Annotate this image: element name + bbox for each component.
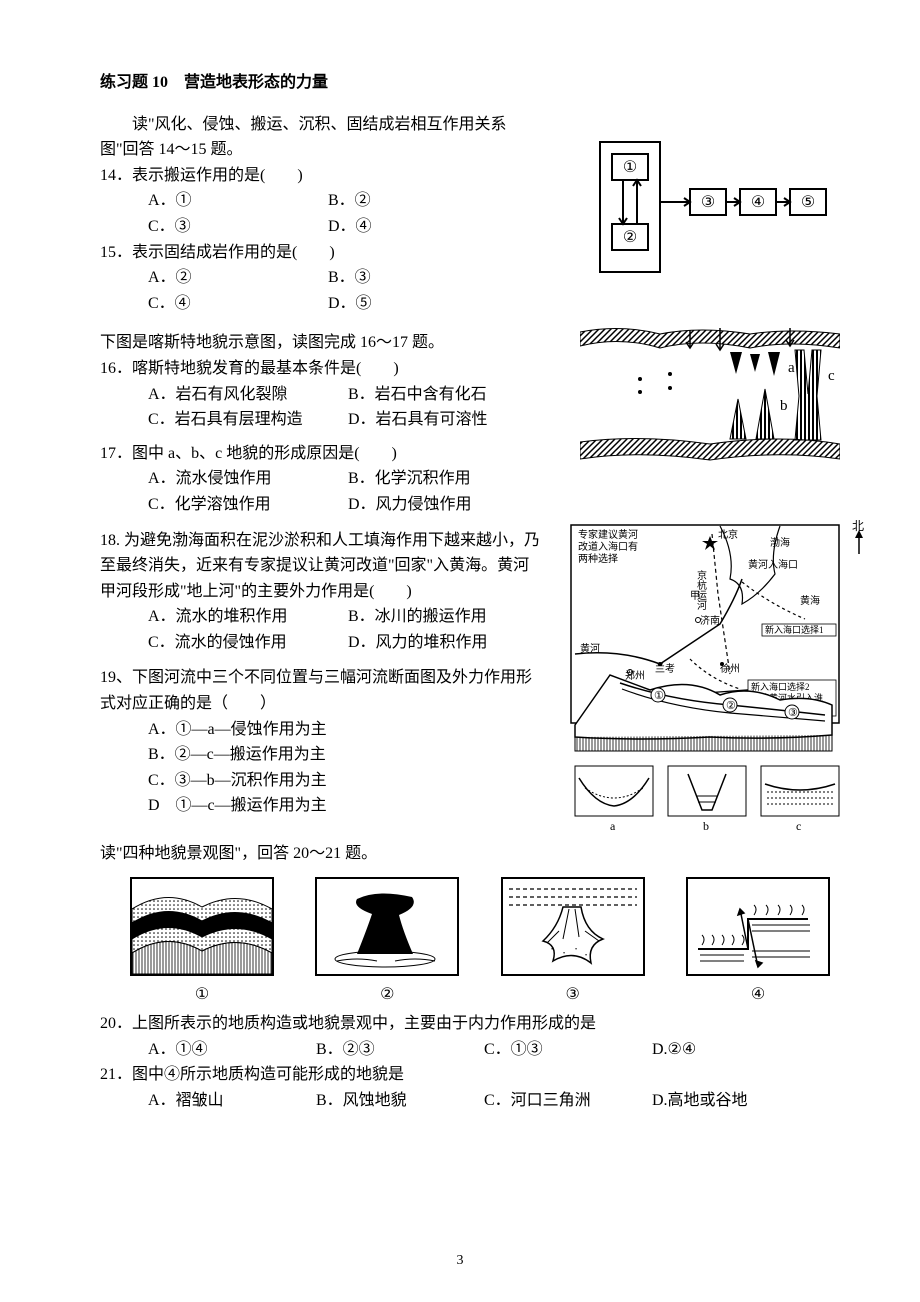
q14-C: C．③ <box>148 214 328 240</box>
q19-A: A．①—a—侵蚀作用为主 <box>148 717 540 743</box>
diagram-1: ① ② ③ ④ ⑤ <box>590 132 830 292</box>
q20-A: A．①④ <box>148 1037 316 1063</box>
q14-B: B．② <box>328 188 371 214</box>
q16-A: A．岩石有风化裂隙 <box>148 382 348 408</box>
svg-text:③: ③ <box>788 707 798 719</box>
svg-text:改道入海口有: 改道入海口有 <box>578 540 638 553</box>
q18-C: C．流水的侵蚀作用 <box>148 630 348 656</box>
landform-3: • • • • <box>501 877 645 976</box>
intro-20-21: 读"四种地貌景观图"，回答 20～21 题。 <box>100 841 820 867</box>
svg-text:a: a <box>610 819 616 831</box>
svg-text:北京: 北京 <box>718 528 738 541</box>
q15-D: D．⑤ <box>328 291 372 317</box>
d1-3: ③ <box>701 194 715 211</box>
svg-text:c: c <box>796 819 801 831</box>
q20-B: B．②③ <box>316 1037 484 1063</box>
q15-C: C．④ <box>148 291 328 317</box>
landform-4 <box>686 877 830 976</box>
q18-stem: 18. 为避免渤海面积在泥沙淤积和人工填海作用下越来越小，乃至最终消失，近来有专… <box>100 528 540 605</box>
svg-text:•: • <box>575 947 577 953</box>
svg-text:b: b <box>703 819 709 831</box>
intro-14-15: 读"风化、侵蚀、搬运、沉积、固结成岩相互作用关系图"回答 14～15 题。 <box>100 112 540 163</box>
karst-figure: a b c <box>580 324 840 474</box>
q21-A: A．褶皱山 <box>148 1088 316 1114</box>
d1-1: ① <box>623 159 637 176</box>
svg-text:新入海口选择1: 新入海口选择1 <box>765 624 824 635</box>
q18-B: B．冰川的搬运作用 <box>348 604 487 630</box>
svg-text:两种选择: 两种选择 <box>578 552 618 565</box>
svg-text:②: ② <box>726 700 736 712</box>
karst-a: a <box>788 360 795 376</box>
q16-B: B．岩石中含有化石 <box>348 382 487 408</box>
karst-c: c <box>828 368 835 384</box>
svg-text:北: 北 <box>852 519 864 533</box>
svg-text:•: • <box>563 951 565 957</box>
q14-D: D．④ <box>328 214 372 240</box>
svg-text:黄海: 黄海 <box>800 594 820 607</box>
q21-D: D.高地或谷地 <box>652 1088 820 1114</box>
landform-row: ① ② • • • • <box>130 877 830 1008</box>
lf2-label: ② <box>315 982 459 1008</box>
landform-1 <box>130 877 274 976</box>
q17-B: B．化学沉积作用 <box>348 466 471 492</box>
d1-5: ⑤ <box>801 194 815 211</box>
svg-text:京杭运河: 京杭运河 <box>695 568 707 609</box>
q14-stem: 14．表示搬运作用的是( ) <box>100 163 540 189</box>
q17-D: D．风力侵蚀作用 <box>348 492 472 518</box>
d1-2: ② <box>623 229 637 246</box>
svg-text:黄河: 黄河 <box>580 642 600 655</box>
d1-4: ④ <box>751 194 765 211</box>
q15-B: B．③ <box>328 265 371 291</box>
intro-16-17: 下图是喀斯特地貌示意图，读图完成 16～17 题。 <box>100 330 540 356</box>
svg-text:黄河入海口: 黄河入海口 <box>748 558 798 571</box>
svg-text:专家建议黄河: 专家建议黄河 <box>578 528 638 541</box>
svg-text:①: ① <box>654 690 664 702</box>
q17-stem: 17．图中 a、b、c 地貌的形成原因是( ) <box>100 441 540 467</box>
q19-D: D ①—c—搬运作用为主 <box>148 793 540 819</box>
q19-C: C．③—b—沉积作用为主 <box>148 768 540 794</box>
q21-stem: 21．图中④所示地质构造可能形成的地貌是 <box>100 1062 820 1088</box>
q20-C: C．①③ <box>484 1037 652 1063</box>
svg-text:渤海: 渤海 <box>770 536 790 549</box>
page-title: 练习题 10 营造地表形态的力量 <box>100 70 820 96</box>
lf4-label: ④ <box>686 982 830 1008</box>
q18-D: D．风力的堆积作用 <box>348 630 488 656</box>
landform-2 <box>315 877 459 976</box>
q20-stem: 20．上图所表示的地质构造或地貌景观中，主要由于内力作用形成的是 <box>100 1011 820 1037</box>
page-number: 3 <box>457 1250 464 1272</box>
q17-C: C．化学溶蚀作用 <box>148 492 348 518</box>
q21-C: C．河口三角洲 <box>484 1088 652 1114</box>
lf3-label: ③ <box>501 982 645 1008</box>
q19-stem: 19、下图河流中三个不同位置与三幅河流断面图及外力作用形式对应正确的是（ ） <box>100 665 540 716</box>
q20-D: D.②④ <box>652 1037 820 1063</box>
q15-A: A．② <box>148 265 328 291</box>
karst-b: b <box>780 398 788 414</box>
svg-text:济南: 济南 <box>700 614 720 627</box>
lf1-label: ① <box>130 982 274 1008</box>
svg-text:•: • <box>551 947 553 953</box>
q15-stem: 15．表示固结成岩作用的是( ) <box>100 240 540 266</box>
q18-A: A．流水的堆积作用 <box>148 604 348 630</box>
q19-B: B．②—c—搬运作用为主 <box>148 742 540 768</box>
q16-stem: 16．喀斯特地貌发育的最基本条件是( ) <box>100 356 540 382</box>
q16-C: C．岩石具有层理构造 <box>148 407 348 433</box>
svg-text:甲: 甲 <box>690 591 700 602</box>
svg-text:•: • <box>585 953 587 959</box>
river-figure: ① ② ③ a b <box>570 665 840 831</box>
q21-B: B．风蚀地貌 <box>316 1088 484 1114</box>
q16-D: D．岩石具有可溶性 <box>348 407 488 433</box>
q14-A: A．① <box>148 188 328 214</box>
q17-A: A．流水侵蚀作用 <box>148 466 348 492</box>
